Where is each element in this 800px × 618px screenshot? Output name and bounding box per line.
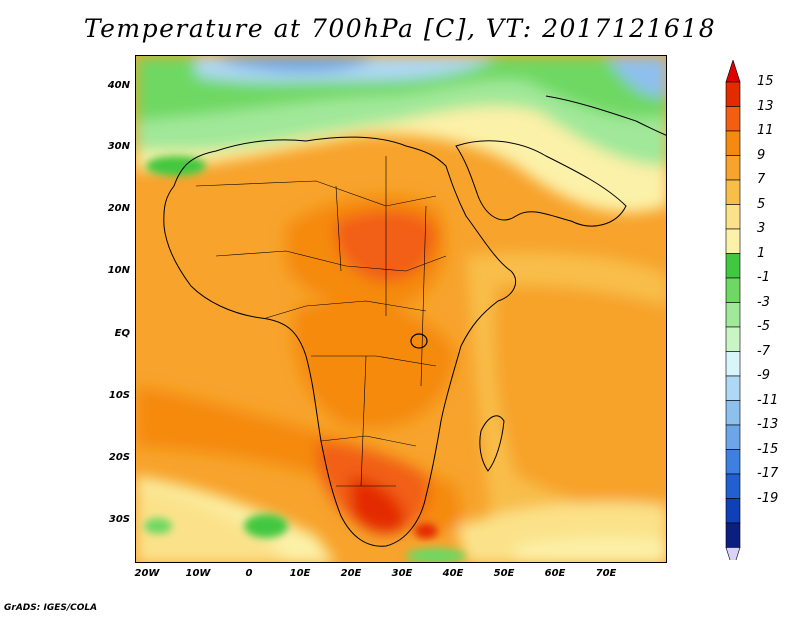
colorbar-segment	[725, 228, 741, 254]
coastlines	[163, 95, 666, 547]
lon-label-50e: 50E	[493, 568, 515, 579]
colorbar-segment	[725, 375, 741, 401]
colorbar-tick-label: 1	[757, 245, 766, 261]
colorbar-tick-label: 13	[757, 98, 774, 114]
colorbar-segment	[725, 498, 741, 524]
colorbar-segment	[725, 351, 741, 377]
colorbar-segment	[725, 179, 741, 205]
lat-label-10s: 10S	[108, 390, 130, 401]
lat-label-20n: 20N	[107, 203, 130, 214]
chart-title: Temperature at 700hPa [C], VT: 201712161…	[83, 14, 717, 43]
colorbar-segment	[725, 155, 741, 181]
colorbar-segment	[725, 253, 741, 279]
colorbar-tick-label: -13	[757, 417, 779, 432]
colorbar-segment	[725, 449, 741, 475]
colorbar-tick-label: 9	[757, 147, 766, 163]
colorbar-segment	[725, 130, 741, 156]
colorbar-tick-label: -7	[757, 343, 770, 359]
lon-label-10e: 10E	[289, 568, 311, 579]
colorbar-tick-label: 15	[757, 74, 774, 89]
colorbar-segment	[725, 81, 741, 107]
colorbar-segment	[725, 522, 741, 548]
colorbar-tick-label: -3	[757, 294, 770, 310]
temperature-field	[136, 56, 666, 562]
colorbar-tick-label: -15	[757, 441, 779, 457]
colorbar-segment	[725, 106, 741, 132]
borders	[195, 156, 447, 487]
lake-victoria	[410, 333, 428, 349]
lat-label-40n: 40N	[107, 80, 130, 91]
lon-label-40e: 40E	[442, 568, 464, 579]
colorbar-segment	[725, 424, 741, 450]
colorbar-tick-label: 11	[757, 123, 774, 138]
lon-label-20w: 20W	[134, 568, 160, 579]
temperature-map	[135, 55, 667, 563]
lon-label-0: 0	[245, 568, 253, 579]
lat-label-20s: 20S	[108, 452, 130, 463]
colorbar-tick-label: -17	[757, 466, 779, 481]
lon-label-10w: 10W	[185, 568, 211, 579]
colorbar-segment	[725, 204, 741, 230]
colorbar-segment	[725, 473, 741, 499]
colorbar-tick-label: -19	[757, 490, 779, 506]
colorbar-segment	[725, 326, 741, 352]
lon-label-60e: 60E	[544, 568, 566, 579]
colorbar-tick-label: -5	[757, 319, 770, 334]
lat-label-30n: 30N	[107, 141, 130, 152]
lat-label-eq: EQ	[114, 328, 130, 339]
colorbar	[725, 60, 741, 560]
lon-label-70e: 70E	[595, 568, 617, 579]
colorbar-tick-label: -1	[757, 270, 770, 285]
colorbar-segment	[725, 302, 741, 328]
lat-label-30s: 30S	[108, 514, 130, 525]
lon-label-30e: 30E	[391, 568, 413, 579]
colorbar-top-arrow	[725, 60, 741, 83]
colorbar-bottom-arrow	[725, 547, 741, 560]
lon-label-20e: 20E	[340, 568, 362, 579]
colorbar-segment	[725, 277, 741, 303]
grads-credit: GrADS: IGES/COLA	[4, 603, 98, 613]
colorbar-tick-label: -11	[757, 392, 779, 408]
colorbar-tick-label: 3	[757, 221, 766, 236]
map-canvas	[136, 56, 666, 562]
colorbar-segment	[725, 400, 741, 426]
colorbar-tick-label: 7	[757, 172, 766, 187]
colorbar-tick-label: 5	[757, 196, 766, 212]
colorbar-tick-label: -9	[757, 368, 770, 383]
lat-label-10n: 10N	[107, 265, 130, 276]
